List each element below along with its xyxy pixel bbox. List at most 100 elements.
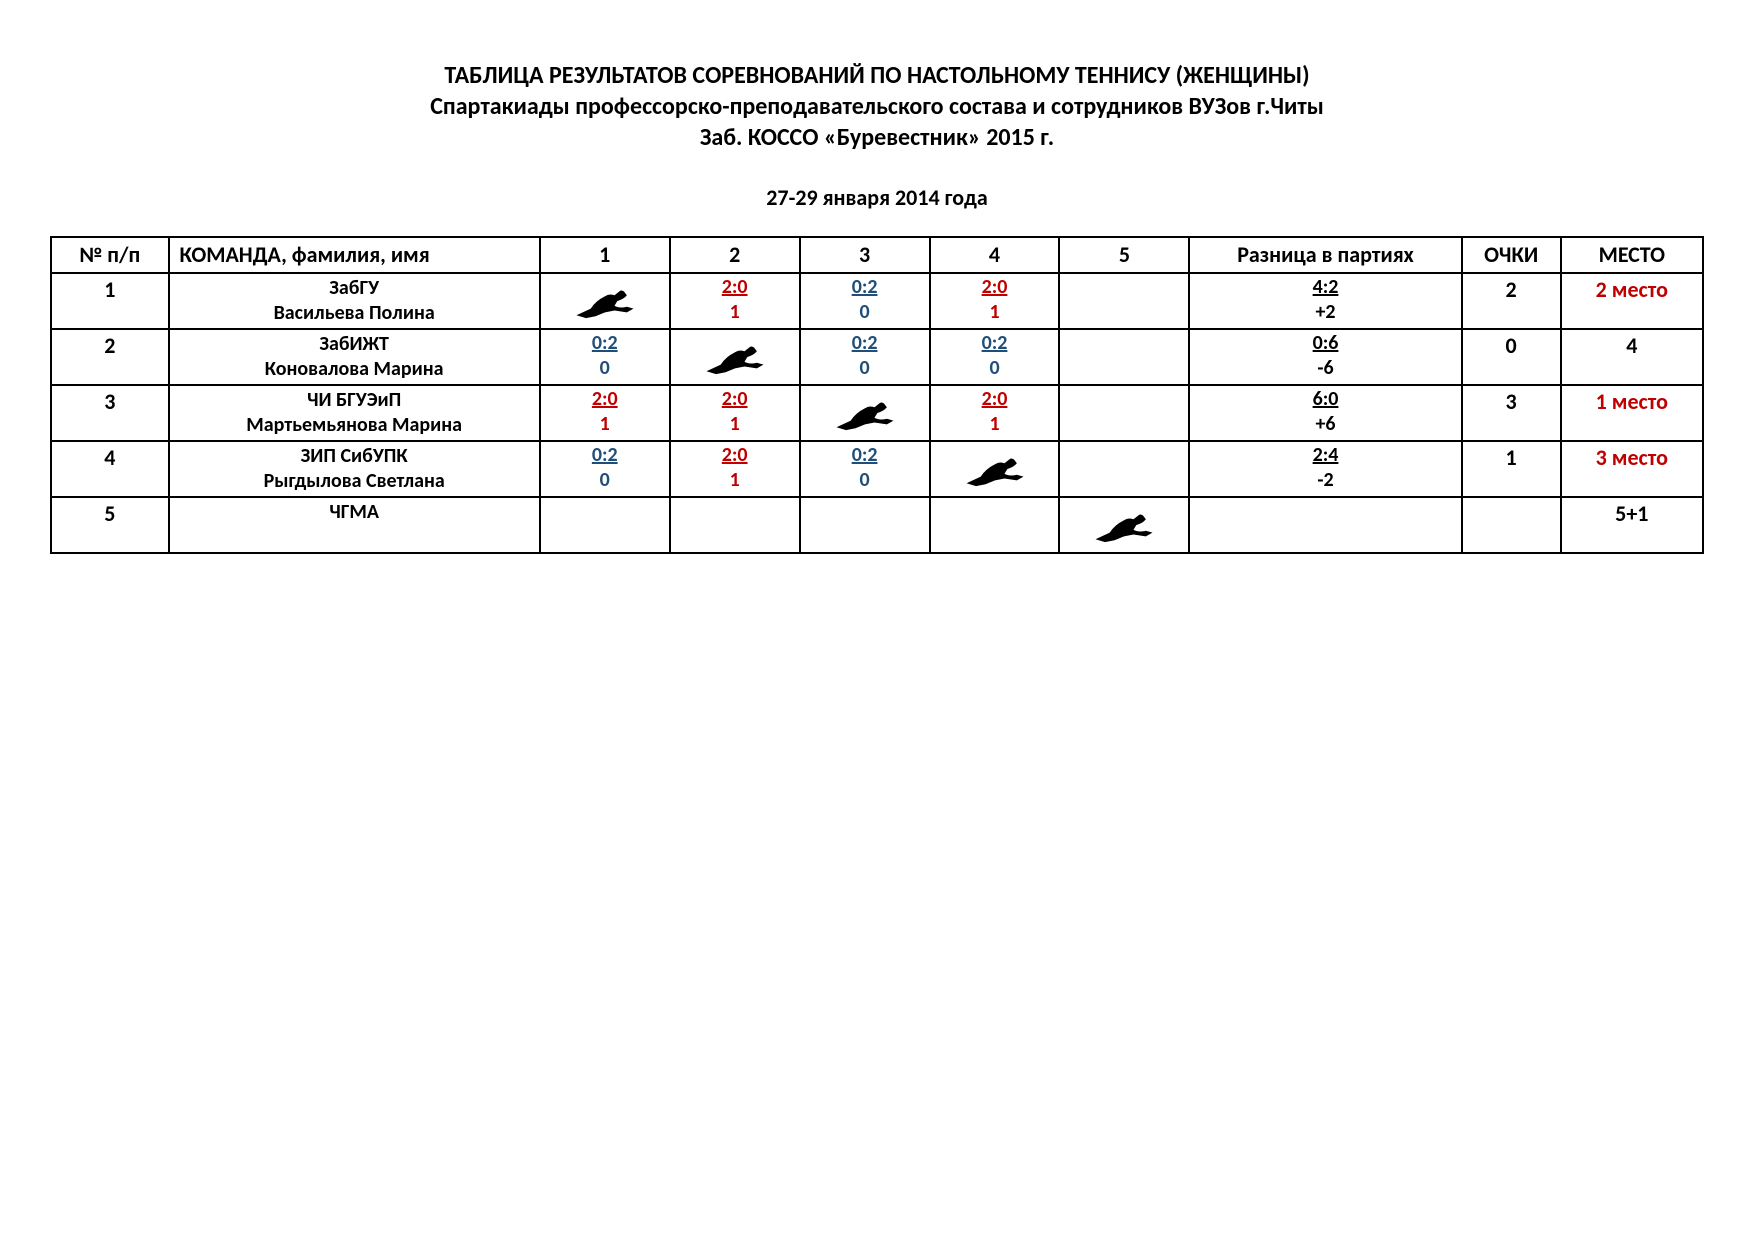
sets-delta: +2 <box>1194 300 1456 325</box>
sets-diff: 2:4 <box>1194 443 1456 468</box>
diff-cell: 2:4-2 <box>1189 441 1461 497</box>
match-score: 2:0 <box>545 387 665 412</box>
total-points: 2 <box>1462 273 1561 329</box>
team-name: ЗабИЖТ <box>174 332 535 357</box>
match-score: 0:2 <box>805 443 925 468</box>
match-points: 1 <box>935 300 1055 325</box>
match-cell: 2:01 <box>540 385 670 441</box>
table-row: 2ЗабИЖТКоновалова Марина0:200:200:200:6-… <box>51 329 1703 385</box>
place-cell: 2 место <box>1561 273 1703 329</box>
match-cell: 0:20 <box>800 329 930 385</box>
table-header-row: № п/п КОМАНДА, фамилия, имя 1 2 3 4 5 Ра… <box>51 237 1703 273</box>
player-silhouette-icon <box>960 450 1030 488</box>
match-cell: 0:20 <box>800 273 930 329</box>
match-score: 0:2 <box>805 331 925 356</box>
match-score: 0:2 <box>935 331 1055 356</box>
player-silhouette-icon <box>700 338 770 376</box>
match-cell: 2:01 <box>930 273 1060 329</box>
sets-delta: -6 <box>1194 356 1456 381</box>
match-points: 0 <box>805 468 925 493</box>
team-name: ЧГМА <box>174 500 535 525</box>
place-cell: 5+1 <box>1561 497 1703 553</box>
team-name: ЧИ БГУЭиП <box>174 388 535 413</box>
team-cell: ЧГМА <box>169 497 540 553</box>
table-row: 5ЧГМА 5+1 <box>51 497 1703 553</box>
diff-cell <box>1189 497 1461 553</box>
place-cell: 3 место <box>1561 441 1703 497</box>
title-line-3: Заб. КОССО «Буревестник» 2015 г. <box>50 122 1704 153</box>
total-points: 0 <box>1462 329 1561 385</box>
title-line-2: Спартакиады профессорско-преподавательск… <box>50 91 1704 122</box>
player-name: Коновалова Марина <box>174 357 535 382</box>
match-cell: 2:01 <box>670 441 800 497</box>
match-cell: 0:20 <box>540 329 670 385</box>
match-points: 1 <box>675 300 795 325</box>
match-cell: 0:20 <box>540 441 670 497</box>
sets-diff: 4:2 <box>1194 275 1456 300</box>
empty-cell <box>1059 329 1189 385</box>
diff-cell: 0:6-6 <box>1189 329 1461 385</box>
col-header-team: КОМАНДА, фамилия, имя <box>169 237 540 273</box>
col-header-points: ОЧКИ <box>1462 237 1561 273</box>
date-line: 27-29 января 2014 года <box>50 184 1704 211</box>
empty-cell <box>1059 273 1189 329</box>
player-name: Васильева Полина <box>174 301 535 326</box>
self-cell <box>1059 497 1189 553</box>
sets-diff: 0:6 <box>1194 331 1456 356</box>
self-cell <box>930 441 1060 497</box>
match-score: 0:2 <box>545 443 665 468</box>
title-line-1: ТАБЛИЦА РЕЗУЛЬТАТОВ СОРЕВНОВАНИЙ ПО НАСТ… <box>50 60 1704 91</box>
match-points: 1 <box>545 412 665 437</box>
match-points: 1 <box>675 468 795 493</box>
team-cell: ЗИП СибУПКРыгдылова Светлана <box>169 441 540 497</box>
place-cell: 1 место <box>1561 385 1703 441</box>
team-cell: ЧИ БГУЭиПМартьемьянова Марина <box>169 385 540 441</box>
col-header-1: 1 <box>540 237 670 273</box>
match-cell: 2:01 <box>670 273 800 329</box>
table-row: 1ЗабГУВасильева Полина2:010:202:014:2+22… <box>51 273 1703 329</box>
col-header-num: № п/п <box>51 237 169 273</box>
match-score: 0:2 <box>805 275 925 300</box>
match-score: 2:0 <box>675 443 795 468</box>
row-number: 1 <box>51 273 169 329</box>
team-name: ЗабГУ <box>174 276 535 301</box>
team-name: ЗИП СибУПК <box>174 444 535 469</box>
col-header-4: 4 <box>930 237 1060 273</box>
empty-cell <box>1059 385 1189 441</box>
match-cell: 0:20 <box>800 441 930 497</box>
match-cell: 2:01 <box>670 385 800 441</box>
place-cell: 4 <box>1561 329 1703 385</box>
empty-cell <box>930 497 1060 553</box>
player-name: Рыгдылова Светлана <box>174 469 535 494</box>
match-score: 0:2 <box>545 331 665 356</box>
self-cell <box>800 385 930 441</box>
diff-cell: 4:2+2 <box>1189 273 1461 329</box>
player-silhouette-icon <box>570 282 640 320</box>
empty-cell <box>540 497 670 553</box>
results-table: № п/п КОМАНДА, фамилия, имя 1 2 3 4 5 Ра… <box>50 236 1704 554</box>
diff-cell: 6:0+6 <box>1189 385 1461 441</box>
match-points: 1 <box>675 412 795 437</box>
row-number: 2 <box>51 329 169 385</box>
team-cell: ЗабИЖТКоновалова Марина <box>169 329 540 385</box>
col-header-place: МЕСТО <box>1561 237 1703 273</box>
row-number: 5 <box>51 497 169 553</box>
team-cell: ЗабГУВасильева Полина <box>169 273 540 329</box>
self-cell <box>540 273 670 329</box>
player-silhouette-icon <box>1089 506 1159 544</box>
match-points: 0 <box>935 356 1055 381</box>
table-row: 4ЗИП СибУПКРыгдылова Светлана0:202:010:2… <box>51 441 1703 497</box>
total-points: 1 <box>1462 441 1561 497</box>
row-number: 3 <box>51 385 169 441</box>
match-points: 0 <box>545 468 665 493</box>
match-score: 2:0 <box>935 387 1055 412</box>
sets-delta: -2 <box>1194 468 1456 493</box>
total-points: 3 <box>1462 385 1561 441</box>
empty-cell <box>1059 441 1189 497</box>
empty-cell <box>670 497 800 553</box>
match-points: 0 <box>545 356 665 381</box>
match-cell: 0:20 <box>930 329 1060 385</box>
empty-cell <box>800 497 930 553</box>
match-points: 0 <box>805 356 925 381</box>
table-row: 3ЧИ БГУЭиПМартьемьянова Марина2:012:012:… <box>51 385 1703 441</box>
